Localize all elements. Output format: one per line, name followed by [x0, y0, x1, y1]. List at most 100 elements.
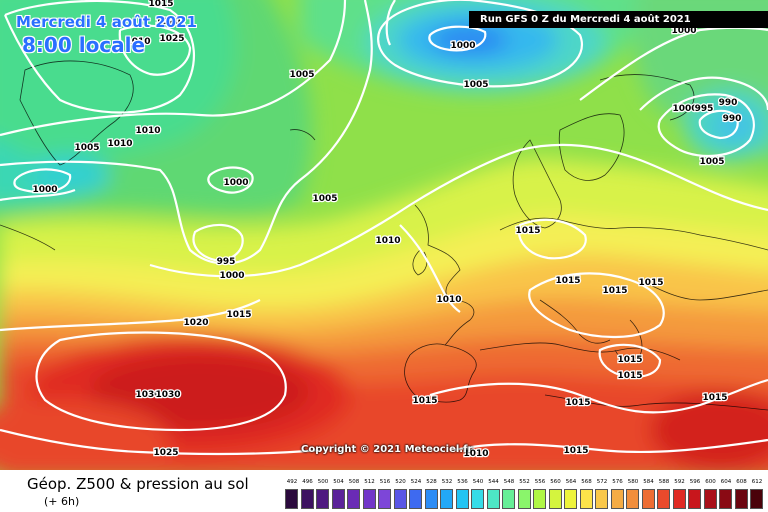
legend-tick-label: 548 — [503, 479, 515, 485]
pressure-label: 1015 — [148, 0, 173, 9]
legend-tick-label: 512 — [364, 479, 375, 485]
pressure-label: 1005 — [699, 157, 724, 167]
pressure-label: 1010 — [463, 449, 488, 459]
pressure-label: 1000 — [450, 41, 475, 51]
legend-tick-label: 564 — [565, 479, 577, 485]
legend-color-swatch — [595, 489, 608, 509]
isobars — [0, 0, 768, 456]
legend-color-swatch — [533, 489, 546, 509]
pressure-label: 1015 — [617, 371, 642, 381]
legend-color-swatch — [626, 489, 639, 509]
legend-tick-label: 584 — [643, 479, 654, 485]
pressure-label: 1015 — [226, 310, 251, 320]
legend-color-swatch — [409, 489, 422, 509]
pressure-label: 1000 — [219, 271, 244, 281]
legend-tick-label: 500 — [317, 479, 329, 485]
legend-tick-label: 596 — [689, 479, 701, 485]
pressure-label: 995 — [217, 257, 236, 267]
legend-tick-label: 524 — [410, 479, 422, 485]
pressure-label: 1030 — [135, 390, 160, 400]
legend-tick-label: 508 — [348, 479, 360, 485]
pressure-label: 995 — [695, 104, 714, 114]
pressure-label: 990 — [723, 114, 742, 124]
legend-color-swatch — [734, 489, 748, 509]
legend-tick-label: 544 — [488, 479, 499, 485]
pressure-label: 1000 — [32, 185, 57, 195]
map-canvas: 1015 1020 1010 1025 1000 1005 1000 1005 … — [0, 0, 768, 470]
legend-color-swatch — [657, 489, 670, 509]
pressure-label: 1015 — [617, 355, 642, 365]
legend-color-swatch — [564, 489, 577, 509]
legend-tick-label: 496 — [302, 479, 313, 485]
pressure-label: 1025 — [153, 448, 178, 458]
legend-color-swatch — [316, 489, 329, 509]
legend-color-swatch — [471, 489, 484, 509]
pressure-label: 1000 — [223, 178, 248, 188]
pressure-label: 1005 — [74, 143, 99, 153]
model-run-info: Run GFS 0 Z du Mercredi 4 août 2021 — [469, 11, 768, 28]
pressure-label: 1010 — [436, 295, 461, 305]
map-title: Géop. Z500 & pression au sol — [27, 475, 249, 493]
legend-tick-label: 568 — [581, 479, 592, 485]
pressure-label: 1005 — [312, 194, 337, 204]
legend-color-swatch — [610, 489, 624, 509]
pressure-label: 1020 — [183, 318, 208, 328]
legend-tick-label: 504 — [333, 479, 344, 485]
legend-color-swatch — [517, 489, 531, 509]
forecast-local-time: 8:00 locale — [22, 33, 146, 57]
pressure-label: 1015 — [412, 396, 437, 406]
legend-color-swatch — [719, 489, 732, 509]
pressure-label: 1015 — [565, 398, 590, 408]
pressure-label: 990 — [719, 98, 738, 108]
pressure-label: 1010 — [125, 37, 150, 47]
legend-tick-label: 608 — [736, 479, 747, 485]
legend-tick-label: 556 — [534, 479, 546, 485]
legend-color-swatch — [455, 489, 469, 509]
copyright-notice: Copyright © 2021 Meteociel.fr — [301, 444, 473, 455]
legend-tick-label: 528 — [426, 479, 437, 485]
pressure-label: 1010 — [375, 236, 400, 246]
pressure-label: 1015 — [515, 226, 540, 236]
pressure-label: 1015 — [638, 278, 663, 288]
pressure-labels: 1015 1020 1010 1025 1000 1005 1000 1005 … — [31, 0, 742, 460]
legend-tick-label: 572 — [596, 479, 608, 485]
legend-color-swatch — [579, 489, 593, 509]
pressure-label: 1015 — [555, 276, 580, 286]
legend-color-swatch — [548, 489, 562, 509]
pressure-label: 1020 — [155, 17, 180, 27]
legend-color-swatch — [750, 489, 763, 509]
legend-tick-label: 588 — [658, 479, 670, 485]
legend-color-swatch — [440, 489, 453, 509]
forecast-date: Mercredi 4 août 2021 — [16, 13, 197, 31]
legend-color-swatch — [393, 489, 407, 509]
legend-tick-label: 536 — [457, 479, 468, 485]
legend-tick-label: 580 — [627, 479, 639, 485]
pressure-label: 1015 — [702, 393, 727, 403]
legend-color-swatch — [486, 489, 500, 509]
legend-tick-label: 520 — [395, 479, 406, 485]
legend-color-swatch — [378, 489, 391, 509]
legend-tick-label: 592 — [674, 479, 685, 485]
legend-tick-label: 612 — [751, 479, 763, 485]
legend-color-swatch — [362, 489, 376, 509]
legend-color-swatch — [424, 489, 438, 509]
legend-tick-label: 532 — [441, 479, 453, 485]
pressure-label: 1015 — [563, 446, 588, 456]
pressure-label: 1015 — [602, 286, 627, 296]
legend-color-swatch — [641, 489, 655, 509]
legend-tick-label: 576 — [612, 479, 623, 485]
legend-color-swatch — [347, 489, 360, 509]
legend-tick-label: 560 — [550, 479, 561, 485]
geopotential-map: 1015 1020 1010 1025 1000 1005 1000 1005 … — [0, 0, 768, 470]
legend-color-swatch — [300, 489, 314, 509]
legend-tick-label: 516 — [379, 479, 391, 485]
z500-color-field — [0, 0, 768, 470]
pressure-label: 1010 — [107, 139, 132, 149]
legend-color-swatch — [688, 489, 701, 509]
legend-tick-label: 604 — [720, 479, 732, 485]
pressure-label: 1025 — [159, 34, 184, 44]
legend-tick-label: 600 — [705, 479, 716, 485]
pressure-label: 1030 — [155, 390, 180, 400]
legend-tick-label: 552 — [519, 479, 530, 485]
